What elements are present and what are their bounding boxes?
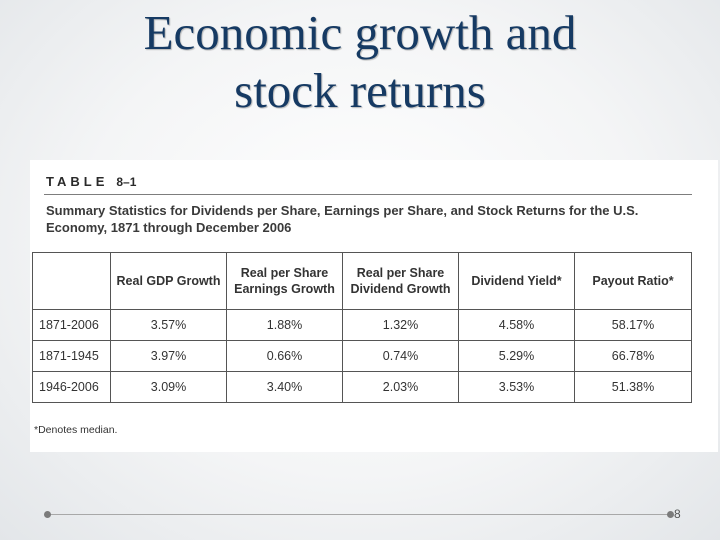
row-period: 1871-2006 — [32, 309, 111, 341]
table-cell: 3.53% — [458, 371, 575, 403]
table-footnote: *Denotes median. — [34, 424, 118, 436]
table-cell: 0.74% — [342, 340, 459, 372]
summary-statistics-table: Real GDP Growth Real per Share Earnings … — [32, 252, 692, 403]
table-cell: 5.29% — [458, 340, 575, 372]
row-period: 1871-1945 — [32, 340, 111, 372]
row-period: 1946-2006 — [32, 371, 111, 403]
caption-divider — [44, 194, 692, 195]
column-header: Real per Share Earnings Growth — [226, 252, 343, 310]
table-header-row: Real GDP Growth Real per Share Earnings … — [32, 252, 692, 310]
footer-divider-line — [47, 514, 671, 515]
page-number: 8 — [674, 507, 681, 521]
table-cell: 1.32% — [342, 309, 459, 341]
table-cell: 58.17% — [574, 309, 692, 341]
table-cell: 3.40% — [226, 371, 343, 403]
table-caption: TABLE 8–1 — [46, 174, 702, 189]
column-header — [32, 252, 111, 310]
column-header: Real GDP Growth — [110, 252, 227, 310]
table-image-panel: TABLE 8–1 Summary Statistics for Dividend… — [30, 160, 718, 452]
table-row: 1946-2006 3.09% 3.40% 2.03% 3.53% 51.38% — [32, 371, 692, 403]
table-cell: 51.38% — [574, 371, 692, 403]
table-description: Summary Statistics for Dividends per Sha… — [46, 203, 639, 235]
table-label: TABLE — [46, 174, 109, 189]
table-cell: 3.57% — [110, 309, 227, 341]
column-header: Payout Ratio* — [574, 252, 692, 310]
table-cell: 3.97% — [110, 340, 227, 372]
footer-left-dot-icon — [44, 511, 51, 518]
slide-title-line-2: stock returns — [234, 63, 486, 118]
table-number: 8–1 — [116, 175, 137, 189]
table-cell: 3.09% — [110, 371, 227, 403]
table-cell: 2.03% — [342, 371, 459, 403]
column-header: Dividend Yield* — [458, 252, 575, 310]
table-cell: 0.66% — [226, 340, 343, 372]
table-row: 1871-1945 3.97% 0.66% 0.74% 5.29% 66.78% — [32, 340, 692, 372]
table-row: 1871-2006 3.57% 1.88% 1.32% 4.58% 58.17% — [32, 309, 692, 341]
table-cell: 1.88% — [226, 309, 343, 341]
table-cell: 4.58% — [458, 309, 575, 341]
table-cell: 66.78% — [574, 340, 692, 372]
slide-title-line-1: Economic growth and — [143, 5, 577, 60]
footer-right-dot-icon — [667, 511, 674, 518]
column-header: Real per Share Dividend Growth — [342, 252, 459, 310]
slide-title: Economic growth and stock returns — [40, 4, 680, 120]
